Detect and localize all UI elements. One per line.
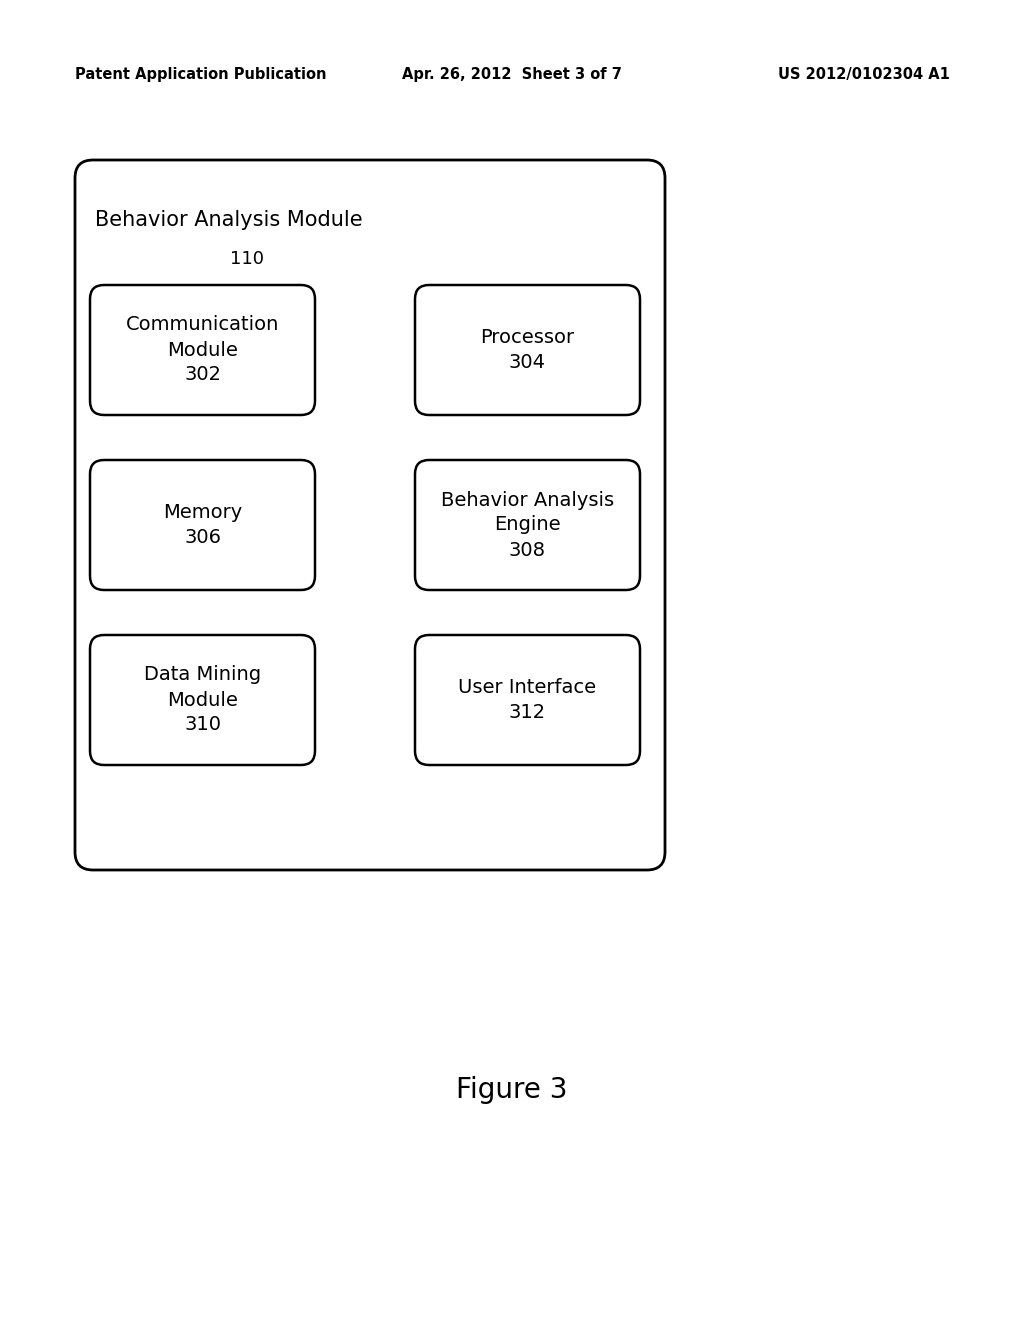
Text: Data Mining
Module
310: Data Mining Module 310 [144,665,261,734]
Text: Processor
304: Processor 304 [480,327,574,372]
Text: Figure 3: Figure 3 [457,1076,567,1104]
FancyBboxPatch shape [415,635,640,766]
Text: Memory
306: Memory 306 [163,503,242,546]
Text: Behavior Analysis Module: Behavior Analysis Module [95,210,362,230]
FancyBboxPatch shape [90,459,315,590]
Text: 110: 110 [230,249,264,268]
Text: User Interface
312: User Interface 312 [459,678,597,722]
FancyBboxPatch shape [90,635,315,766]
Text: Patent Application Publication: Patent Application Publication [75,67,327,82]
FancyBboxPatch shape [75,160,665,870]
FancyBboxPatch shape [415,459,640,590]
FancyBboxPatch shape [90,285,315,414]
Text: Behavior Analysis
Engine
308: Behavior Analysis Engine 308 [441,491,614,560]
Text: Apr. 26, 2012  Sheet 3 of 7: Apr. 26, 2012 Sheet 3 of 7 [402,67,622,82]
FancyBboxPatch shape [415,285,640,414]
Text: Communication
Module
302: Communication Module 302 [126,315,280,384]
Text: US 2012/0102304 A1: US 2012/0102304 A1 [778,67,950,82]
